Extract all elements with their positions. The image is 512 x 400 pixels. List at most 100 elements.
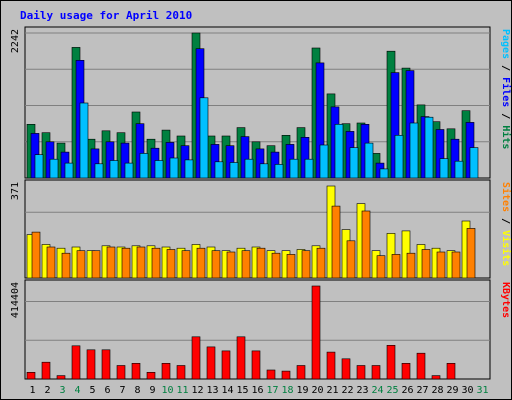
bar-pages-28 <box>439 158 449 179</box>
bar-kbytes-17 <box>266 369 276 380</box>
bar-kbytes-2 <box>41 361 51 380</box>
bar-kbytes-1 <box>26 371 36 380</box>
legend-separator: / <box>500 212 511 230</box>
bar-pages-5 <box>94 163 104 179</box>
legend-label: KBytes <box>500 282 511 318</box>
bar-sites-29 <box>451 251 461 279</box>
bar-pages-27 <box>424 116 434 179</box>
bar-pages-21 <box>334 124 344 179</box>
bar-kbytes-29 <box>446 362 456 380</box>
bar-sites-17 <box>271 252 281 279</box>
bar-kbytes-10 <box>161 362 171 380</box>
bar-sites-1 <box>31 231 41 279</box>
bar-pages-6 <box>109 160 119 179</box>
bar-kbytes-6 <box>101 349 111 380</box>
bar-sites-15 <box>241 250 251 279</box>
x-tick-label: 2 <box>44 385 50 396</box>
bar-sites-12 <box>196 247 206 279</box>
x-tick-label: 20 <box>311 385 323 396</box>
x-tick-label: 28 <box>431 385 443 396</box>
x-tick-label: 14 <box>221 385 233 396</box>
legend-visits: Visits <box>500 230 512 266</box>
bar-kbytes-22 <box>341 358 351 380</box>
x-tick-label: 9 <box>149 385 155 396</box>
legend-kbytes: KBytes <box>500 282 511 318</box>
bar-kbytes-4 <box>71 345 81 380</box>
x-tick-label: 16 <box>251 385 263 396</box>
legend-separator: / <box>500 107 511 125</box>
bar-sites-14 <box>226 251 236 279</box>
legend-hits: Hits <box>500 125 512 149</box>
x-tick-label: 3 <box>59 385 65 396</box>
bar-pages-25 <box>394 135 404 179</box>
x-tick-label: 10 <box>161 385 173 396</box>
x-tick-label: 8 <box>134 385 140 396</box>
bar-sites-26 <box>406 252 416 279</box>
bar-kbytes-20 <box>311 285 321 380</box>
bar-pages-23 <box>364 142 374 179</box>
legend-sites: Sites <box>500 182 512 212</box>
bar-sites-11 <box>181 250 191 279</box>
x-tick-label: 29 <box>446 385 458 396</box>
bar-sites-24 <box>376 255 386 279</box>
bar-kbytes-15 <box>236 336 246 380</box>
bar-kbytes-25 <box>386 344 396 380</box>
bar-pages-3 <box>64 162 74 179</box>
bar-sites-27 <box>421 249 431 279</box>
bar-sites-28 <box>436 251 446 279</box>
x-tick-label: 1 <box>29 385 35 396</box>
x-tick-label: 24 <box>371 385 383 396</box>
bar-sites-22 <box>346 240 356 279</box>
bar-pages-26 <box>409 122 419 179</box>
bar-kbytes-16 <box>251 350 261 380</box>
bar-sites-6 <box>106 246 116 279</box>
bar-sites-10 <box>166 249 176 279</box>
bar-kbytes-28 <box>431 375 441 380</box>
x-tick-label: 18 <box>281 385 293 396</box>
bar-kbytes-5 <box>86 349 96 380</box>
x-tick-label: 31 <box>476 385 488 396</box>
bar-sites-3 <box>61 252 71 279</box>
bar-kbytes-27 <box>416 352 426 380</box>
x-tick-label: 12 <box>191 385 203 396</box>
bar-sites-20 <box>316 247 326 279</box>
x-tick-label: 23 <box>356 385 368 396</box>
bar-pages-20 <box>319 144 329 179</box>
bar-kbytes-18 <box>281 370 291 380</box>
bar-sites-19 <box>301 250 311 279</box>
bar-sites-18 <box>286 254 296 279</box>
bar-pages-10 <box>169 157 179 179</box>
bar-pages-24 <box>379 168 389 179</box>
bar-kbytes-14 <box>221 350 231 380</box>
bar-kbytes-26 <box>401 362 411 380</box>
bar-pages-14 <box>229 162 239 179</box>
bar-pages-15 <box>244 158 254 179</box>
bar-pages-17 <box>274 164 284 179</box>
bar-kbytes-11 <box>176 365 186 380</box>
x-tick-label: 21 <box>326 385 338 396</box>
x-tick-label: 19 <box>296 385 308 396</box>
ymax-label: 371 <box>10 182 21 200</box>
bar-sites-23 <box>361 210 371 279</box>
bar-sites-13 <box>211 250 221 279</box>
panel-2: 371 Sites / Visits <box>10 179 512 279</box>
bar-pages-30 <box>469 147 479 179</box>
bar-sites-4 <box>76 250 86 279</box>
bar-kbytes-9 <box>146 371 156 380</box>
bar-sites-5 <box>91 250 101 279</box>
bar-sites-25 <box>391 254 401 279</box>
ymax-label: 2242 <box>10 29 21 53</box>
bar-sites-8 <box>136 246 146 279</box>
panel-1: 2242 Pages / Files / Hits <box>10 26 512 179</box>
bar-pages-12 <box>199 97 209 179</box>
ymax-label: 414404 <box>10 282 21 318</box>
bar-pages-16 <box>259 163 269 179</box>
legend-files: Files <box>500 77 512 107</box>
bar-kbytes-12 <box>191 336 201 380</box>
x-tick-label: 7 <box>119 385 125 396</box>
bar-pages-8 <box>139 153 149 179</box>
x-tick-label: 27 <box>416 385 428 396</box>
x-tick-label: 17 <box>266 385 278 396</box>
legend-pages: Pages <box>500 29 511 59</box>
